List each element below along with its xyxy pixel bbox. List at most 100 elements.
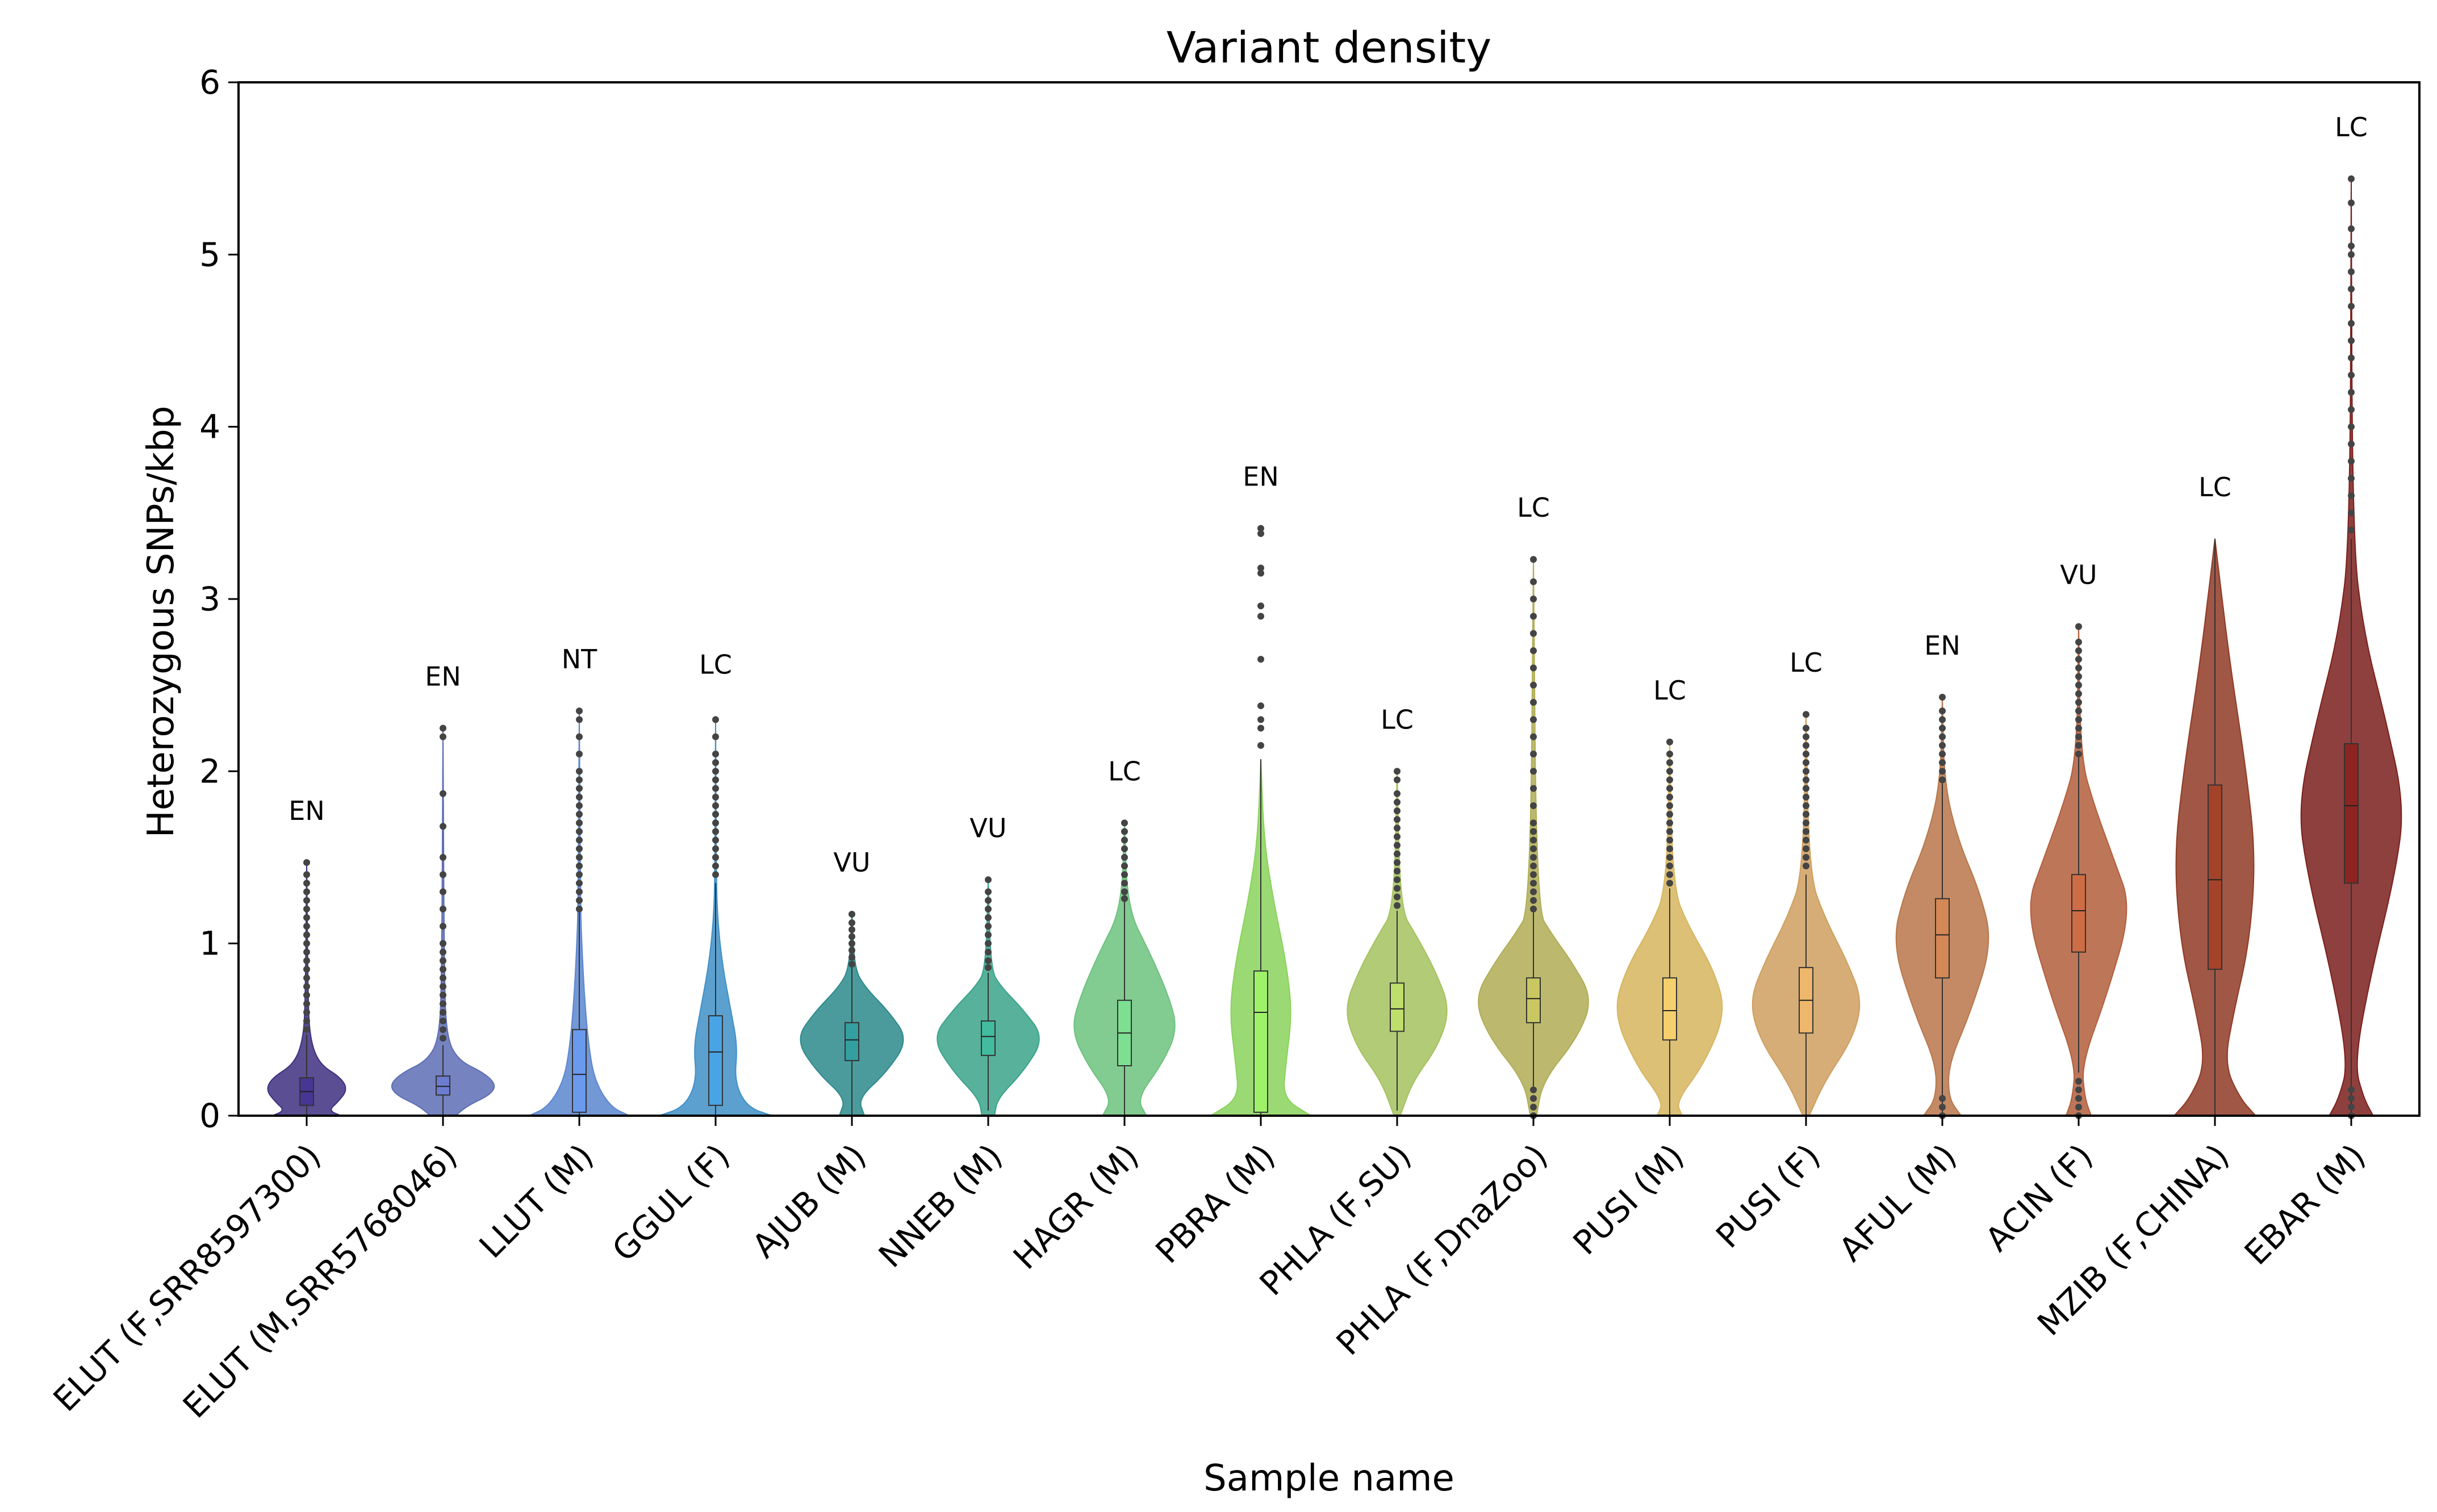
- outlier-point: [1530, 596, 1537, 602]
- outlier-point: [1257, 525, 1264, 532]
- outlier-point: [848, 933, 855, 940]
- outlier-point: [1257, 602, 1264, 610]
- outlier-point: [1939, 716, 1946, 723]
- outlier-point: [576, 785, 583, 792]
- outlier-point: [2348, 175, 2355, 182]
- outlier-point: [576, 716, 583, 723]
- outlier-point: [1394, 824, 1401, 832]
- violin-iqr-box: [436, 1075, 450, 1096]
- status-label: LC: [1517, 492, 1550, 523]
- outlier-point: [2348, 1086, 2355, 1094]
- outlier-point: [1939, 1103, 1946, 1111]
- outlier-point: [1530, 699, 1537, 706]
- y-tick-label: 2: [199, 752, 220, 790]
- outlier-point: [2348, 337, 2355, 344]
- status-label: EN: [1243, 462, 1278, 492]
- axes: ELUT (F,SRR8597300)ELUT (M,SRR5768046) LL…: [46, 63, 2373, 1426]
- outlier-point: [1530, 1086, 1537, 1094]
- outlier-point: [712, 836, 719, 844]
- outlier-point: [1939, 742, 1946, 749]
- outlier-point: [1530, 664, 1537, 672]
- outlier-point: [576, 793, 583, 801]
- violin-iqr-box: [2344, 743, 2359, 884]
- violin-iqr-box: [1390, 982, 1404, 1032]
- outlier-point: [1530, 1103, 1537, 1111]
- outlier-point: [1394, 816, 1401, 823]
- outlier-point: [303, 859, 310, 866]
- outlier-point: [1803, 742, 1809, 749]
- outlier-point: [303, 957, 310, 964]
- violin-group: LC: [1478, 492, 1589, 1119]
- outlier-point: [440, 871, 446, 878]
- x-tick-label: AJUB (M): [745, 1137, 873, 1266]
- outlier-point: [1121, 836, 1128, 844]
- outlier-point: [303, 1026, 310, 1033]
- violin-iqr-box: [708, 1015, 723, 1106]
- outlier-point: [712, 802, 719, 809]
- outlier-point: [1666, 768, 1673, 775]
- outlier-point: [2075, 1095, 2082, 1102]
- outlier-point: [576, 707, 583, 715]
- outlier-point: [1939, 1095, 1946, 1102]
- outlier-point: [440, 940, 446, 947]
- outlier-point: [440, 991, 446, 999]
- outlier-point: [1121, 845, 1128, 852]
- outlier-point: [1666, 802, 1673, 809]
- outlier-point: [303, 940, 310, 947]
- outlier-point: [576, 854, 583, 861]
- outlier-point: [1121, 819, 1128, 827]
- outlier-point: [1121, 862, 1128, 870]
- violin-group: EN: [267, 795, 346, 1116]
- status-label: VU: [833, 847, 870, 878]
- outlier-point: [1803, 819, 1809, 827]
- outlier-point: [1666, 828, 1673, 835]
- outlier-point: [576, 845, 583, 852]
- violin-group: EN: [1209, 462, 1313, 1116]
- outlier-point: [2348, 199, 2355, 207]
- outlier-point: [440, 733, 446, 740]
- outlier-point: [1530, 556, 1537, 563]
- outlier-point: [440, 1034, 446, 1042]
- outlier-point: [576, 828, 583, 835]
- y-tick-label: 5: [199, 235, 220, 274]
- outlier-point: [1394, 790, 1401, 797]
- violin-group: VU: [937, 812, 1040, 1116]
- status-label: LC: [2335, 112, 2368, 143]
- outlier-point: [576, 871, 583, 878]
- outlier-point: [576, 862, 583, 870]
- outlier-point: [1121, 888, 1128, 895]
- outlier-point: [985, 964, 992, 971]
- outlier-point: [1666, 854, 1673, 861]
- outlier-point: [303, 1009, 310, 1016]
- status-label: LC: [1108, 756, 1141, 786]
- outlier-point: [1666, 836, 1673, 844]
- outlier-point: [1257, 530, 1264, 537]
- outlier-point: [1121, 871, 1128, 878]
- outlier-point: [848, 953, 855, 961]
- outlier-point: [712, 811, 719, 818]
- outlier-point: [2348, 458, 2355, 465]
- violin-iqr-box: [845, 1022, 859, 1061]
- violin-iqr-box: [2071, 874, 2086, 953]
- outlier-point: [1803, 768, 1809, 775]
- outlier-point: [1121, 828, 1128, 835]
- outlier-point: [848, 911, 855, 918]
- outlier-point: [2348, 286, 2355, 292]
- outlier-point: [1530, 630, 1537, 637]
- y-tick-label: 3: [199, 580, 220, 618]
- outlier-point: [1939, 693, 1946, 701]
- outlier-point: [1530, 888, 1537, 895]
- outlier-point: [1530, 733, 1537, 740]
- violin-iqr-box: [1662, 977, 1677, 1041]
- status-label: EN: [289, 795, 324, 826]
- outlier-point: [303, 991, 310, 999]
- outlier-point: [1803, 828, 1809, 835]
- status-label: EN: [1924, 630, 1960, 661]
- outlier-point: [1803, 811, 1809, 818]
- outlier-point: [2348, 1103, 2355, 1111]
- outlier-point: [1803, 751, 1809, 757]
- outlier-point: [440, 957, 446, 964]
- outlier-point: [440, 888, 446, 895]
- outlier-point: [440, 724, 446, 732]
- outlier-point: [1394, 807, 1401, 815]
